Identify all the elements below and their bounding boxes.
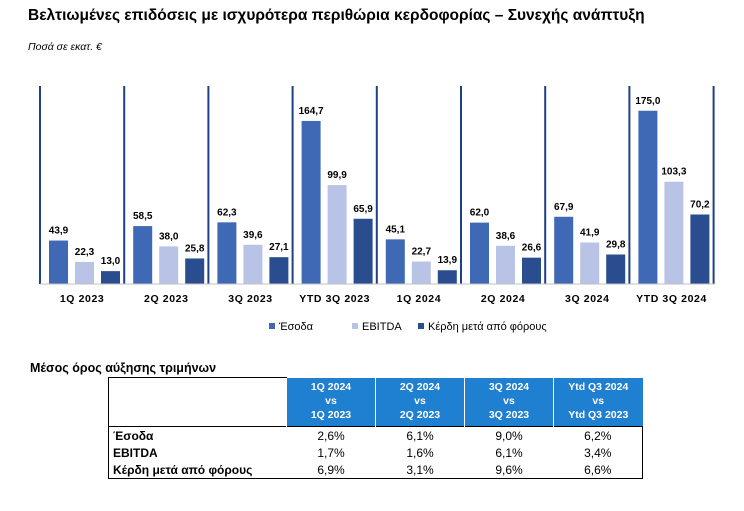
row-label: Έσοδα [108,426,287,444]
bar-chart: 43,9 22,3 13,0 58,5 38,0 25,8 62,3 39,6 27,1 164,… [39,86,715,333]
bar-net-profit [690,214,710,284]
bar-ebitda [75,261,94,284]
growth-header-ytd: Ytd Q3 2024 vs Ytd Q3 2023 [553,377,643,427]
value-label-net-profit: 70,2 [690,200,710,211]
category-label: 1Q 2024 [397,293,441,305]
bar-revenue [385,239,405,284]
table-cell: 6,1% [495,445,523,460]
value-label-revenue: 45,1 [386,224,406,235]
value-label-net-profit: 25,8 [185,243,205,254]
category-label: 3Q 2023 [228,293,272,305]
legend-swatch-revenue [269,323,275,329]
group-separators [39,86,715,284]
bar-revenue [470,222,489,284]
bar-net-profit [437,270,457,284]
growth-header-1q: 1Q 2024 vs 1Q 2023 [286,377,376,427]
value-label-net-profit: 27,1 [269,242,289,253]
growth-header-3q: 3Q 2024 vs 3Q 2023 [464,377,554,427]
category-label: YTD 3Q 2023 [299,293,370,305]
bar-net-profit [101,271,120,284]
table-cell: 1,6% [406,445,434,460]
bar-revenue [301,120,321,285]
value-label-ebitda: 39,6 [243,230,263,241]
table-cell: 6,9% [286,461,376,479]
growth-header-row: 1Q 2024 vs 1Q 2023 2Q 2024 vs 2Q 2023 3Q 202… [108,377,643,427]
legend: Έσοδα EBITDA Κέρδη μετά από φόρους [269,321,547,333]
value-label-net-profit: 26,6 [522,243,542,254]
value-label-ebitda: 99,9 [327,170,347,181]
table-cell: 3,1% [375,461,465,479]
table-cell: 9,0% [464,426,554,444]
category-label: 3Q 2024 [565,293,609,305]
category-labels: 1Q 2023 2Q 2023 3Q 2023 YTD 3Q 2023 1Q 2024 2… [60,293,707,305]
growth-table: 1Q 2024 vs 1Q 2023 2Q 2024 vs 2Q 2023 3Q 202… [108,377,643,479]
unit-note: Ποσά σε εκατ. € [28,41,102,53]
bar-ebitda [327,185,347,284]
growth-table-title: Μέσος όρος αύξησης τριμήνων [30,361,217,375]
bar-ebitda [243,244,263,284]
category-label: YTD 3Q 2024 [636,293,707,305]
bar-net-profit [522,257,541,284]
bar-ebitda [159,246,179,284]
table-row-revenue: Έσοδα 2,6% 6,1% 9,0% 6,2% [108,426,643,444]
bar-revenue [217,222,237,284]
value-label-ebitda: 103,3 [661,167,686,178]
bar-net-profit [353,218,373,284]
legend-label-revenue: Έσοδα [278,321,314,333]
value-label-net-profit: 29,8 [606,239,626,250]
value-label-ebitda: 38,6 [496,231,516,242]
value-label-net-profit: 13,0 [101,256,121,267]
value-label-net-profit: 13,9 [438,255,458,266]
growth-header-blank [108,377,287,427]
category-label: 2Q 2023 [144,293,188,305]
table-row-ebitda: EBITDA 1,7% 1,6% 6,1% 3,4% [108,444,643,461]
value-label-revenue: 62,0 [470,208,490,219]
legend-label-ebitda: EBITDA [362,321,402,333]
value-label-ebitda: 22,7 [412,247,432,258]
value-label-ebitda: 22,3 [75,247,95,258]
table-cell: 6,2% [553,426,643,444]
page-title: Βελτιωμένες επιδόσεις με ισχυρότερα περι… [28,7,645,24]
value-label-net-profit: 65,9 [353,204,373,215]
category-label: 1Q 2023 [60,293,104,305]
bar-net-profit [269,257,289,284]
bar-net-profit [606,254,626,284]
bar-revenue [133,226,153,284]
legend-label-net-profit: Κέρδη μετά από φόρους [428,321,547,333]
bar-ebitda [664,181,684,284]
row-label: Κέρδη μετά από φόρους [108,461,287,479]
value-label-ebitda: 41,9 [580,228,600,239]
value-label-revenue: 164,7 [299,106,324,117]
table-row-net-profit: Κέρδη μετά από φόρους 6,9% 3,1% 9,6% 6,6… [108,461,643,479]
value-label-ebitda: 38,0 [159,231,179,242]
bar-ebitda [411,261,431,284]
table-cell: 9,6% [464,461,554,479]
growth-header-2q: 2Q 2024 vs 2Q 2023 [375,377,465,427]
legend-swatch-ebitda [352,323,358,329]
bar-ebitda [496,245,515,284]
table-cell: 6,6% [553,461,643,479]
value-labels: 43,9 22,3 13,0 58,5 38,0 25,8 62,3 39,6 27,1 164,… [49,96,710,267]
value-label-revenue: 58,5 [133,211,153,222]
value-label-revenue: 67,9 [554,202,574,213]
bar-revenue [638,110,658,284]
row-label: EBITDA [108,444,287,461]
value-label-revenue: 62,3 [217,207,237,218]
value-label-revenue: 175,0 [635,96,660,107]
table-cell: 6,1% [375,426,465,444]
table-cell: 2,6% [286,426,376,444]
bar-ebitda [580,242,600,284]
table-cell: 1,7% [317,445,345,460]
bar-net-profit [185,258,205,284]
bar-revenue [554,216,574,284]
bars [49,110,710,285]
category-label: 2Q 2024 [481,293,525,305]
legend-swatch-net-profit [418,323,424,329]
table-cell: 3,4% [553,444,643,461]
value-label-revenue: 43,9 [49,226,69,237]
bar-revenue [49,240,68,284]
